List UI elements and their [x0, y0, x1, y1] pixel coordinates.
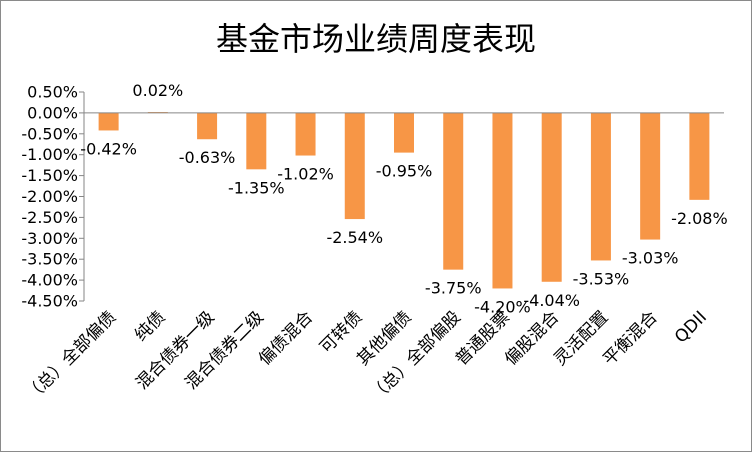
bar	[443, 112, 464, 270]
bar	[590, 112, 611, 261]
x-category-label: QDII	[671, 307, 711, 347]
bar	[344, 112, 365, 220]
data-label: -4.20%	[474, 297, 531, 316]
x-category-label: （总）全部偏股	[366, 307, 464, 405]
y-tick-label: -1.50%	[21, 166, 78, 185]
data-label: -0.95%	[376, 162, 433, 181]
data-label: -2.08%	[671, 209, 728, 228]
y-tick-label: 0.00%	[27, 103, 78, 122]
x-category-label: 平衡混合	[599, 307, 661, 369]
y-tick-label: -0.50%	[21, 124, 78, 143]
bar	[689, 112, 710, 200]
y-tick-label: 0.50%	[27, 83, 78, 102]
data-label: -3.03%	[622, 249, 679, 268]
bar	[98, 112, 119, 131]
y-tick-label: -3.00%	[21, 229, 78, 248]
data-label: -1.02%	[277, 165, 334, 184]
data-label: -0.42%	[80, 139, 137, 158]
y-tick-label: -2.00%	[21, 187, 78, 206]
data-label: -4.04%	[523, 291, 580, 310]
y-tick-label: -2.50%	[21, 208, 78, 227]
data-label: -3.75%	[425, 279, 482, 298]
data-label: 0.02%	[132, 81, 183, 100]
bar	[640, 112, 661, 240]
chart-title: 基金市场业绩周度表现	[215, 20, 536, 58]
y-tick-label: -4.00%	[21, 271, 78, 290]
bar	[246, 112, 267, 170]
x-category-label: 纯债	[131, 307, 169, 345]
y-tick-label: -3.50%	[21, 250, 78, 269]
bar	[394, 112, 414, 153]
bar	[295, 112, 316, 156]
y-tick-label: -4.50%	[21, 292, 78, 311]
bar	[541, 112, 562, 282]
bar	[492, 112, 513, 289]
x-category-label: 偏债混合	[255, 307, 317, 369]
data-label: -0.63%	[179, 148, 236, 167]
y-tick-label: -1.00%	[21, 145, 78, 164]
data-label: -2.54%	[326, 228, 383, 247]
bar	[197, 112, 218, 140]
x-category-label: （总）全部偏债	[22, 307, 120, 405]
data-label: -1.35%	[228, 178, 285, 197]
data-label: -3.53%	[573, 269, 630, 288]
